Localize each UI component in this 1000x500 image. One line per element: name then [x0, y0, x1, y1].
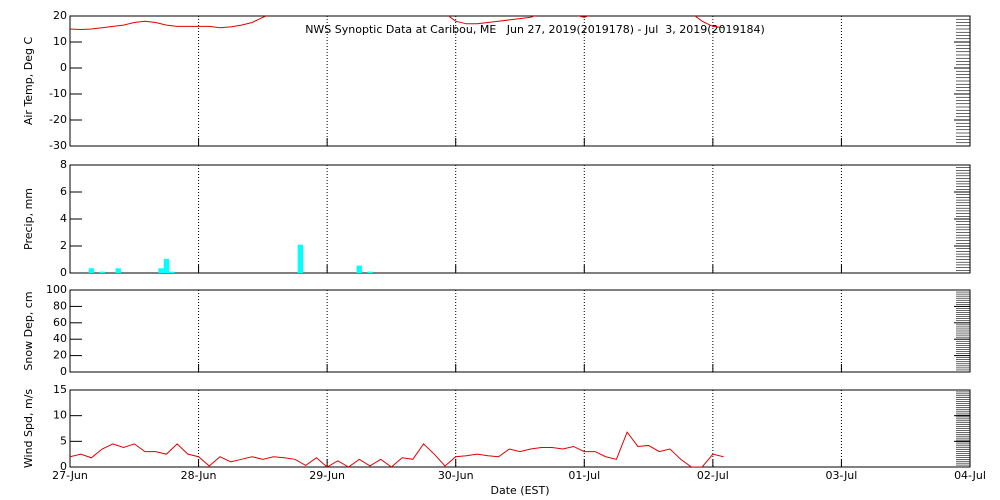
y-tick-label: 10 [53, 409, 67, 422]
y-tick-label: 15 [53, 383, 67, 396]
bar [297, 244, 304, 273]
x-tick-label: 02-Jul [697, 469, 729, 482]
y-tick-label: -10 [49, 87, 67, 100]
plot-frame [69, 15, 971, 147]
y-tick-label: 60 [53, 316, 67, 329]
x-tick-label: 28-Jun [181, 469, 217, 482]
plot-frame [69, 389, 971, 468]
y-tick-label: 0 [60, 365, 67, 378]
series [70, 16, 724, 31]
y-tick-label: 20 [53, 9, 67, 22]
y-axis-label: Snow Dep, cm [22, 291, 35, 370]
y-tick-label: 0 [60, 61, 67, 74]
x-tick-label: 30-Jun [438, 469, 474, 482]
y-tick-label: 8 [60, 158, 67, 171]
plot-frame [69, 164, 971, 274]
series [70, 431, 724, 467]
y-tick-label: 6 [60, 185, 67, 198]
bar [158, 268, 164, 273]
y-tick-label: 0 [60, 460, 67, 473]
bar [356, 265, 362, 273]
x-tick-label: 29-Jun [309, 469, 345, 482]
y-tick-label: 10 [53, 35, 67, 48]
y-tick-label: 2 [60, 239, 67, 252]
y-axis-label: Air Temp, Deg C [22, 37, 35, 126]
bar [88, 268, 95, 273]
y-axis-label: Precip, mm [22, 188, 35, 250]
x-tick-label: 01-Jul [568, 469, 600, 482]
bar [169, 271, 175, 273]
bar [99, 271, 105, 273]
series [88, 244, 373, 273]
y-axis-label: Wind Spd, m/s [22, 389, 35, 469]
y-tick-label: -30 [49, 139, 67, 152]
bar [163, 258, 170, 273]
x-tick-label: 04-Jul [954, 469, 986, 482]
y-tick-label: 80 [53, 299, 67, 312]
x-tick-label: 03-Jul [825, 469, 857, 482]
plot-frame [69, 289, 971, 373]
y-tick-label: 20 [53, 349, 67, 362]
y-tick-label: 0 [60, 266, 67, 279]
y-tick-label: -20 [49, 113, 67, 126]
data-line [70, 431, 724, 467]
y-tick-label: 100 [46, 283, 67, 296]
y-tick-label: 40 [53, 332, 67, 345]
y-tick-label: 5 [60, 434, 67, 447]
bar [367, 271, 373, 273]
x-tick-label: 27-Jun [52, 469, 88, 482]
x-axis-label: Date (EST) [490, 484, 549, 497]
data-line [70, 16, 724, 31]
y-tick-label: 4 [60, 212, 67, 225]
bar [115, 268, 121, 273]
chart-title: NWS Synoptic Data at Caribou, ME Jun 27,… [305, 23, 765, 36]
